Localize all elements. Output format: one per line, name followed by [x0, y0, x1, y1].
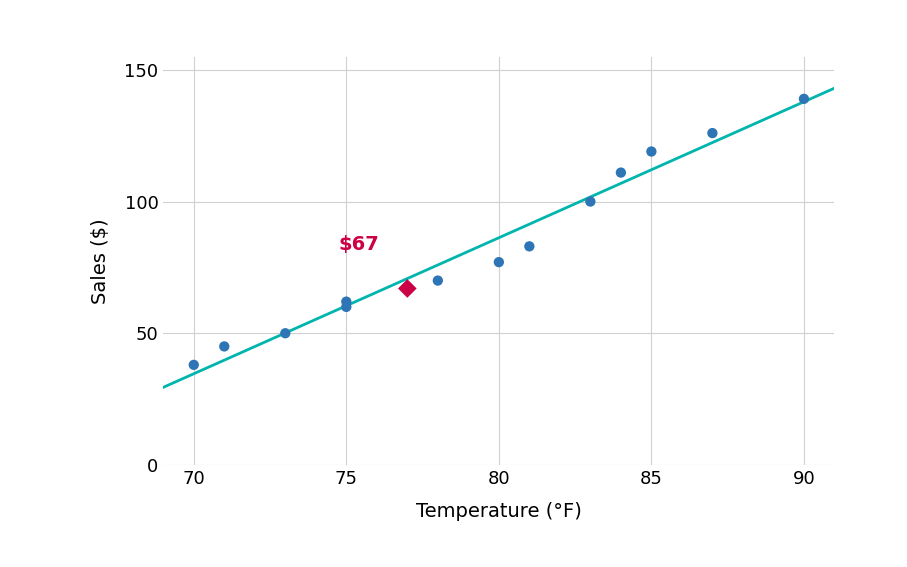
Point — [400, 284, 414, 293]
Y-axis label: Sales ($): Sales ($) — [92, 218, 111, 304]
Point — [644, 147, 658, 156]
Point — [339, 302, 354, 311]
Point — [705, 129, 719, 138]
Point — [583, 197, 598, 206]
Point — [278, 329, 293, 338]
Point — [431, 276, 445, 285]
X-axis label: Temperature (°F): Temperature (°F) — [416, 502, 581, 521]
Point — [339, 297, 354, 306]
Point — [614, 168, 629, 177]
Point — [217, 342, 231, 351]
Point — [522, 242, 537, 251]
Point — [796, 94, 811, 103]
Point — [492, 257, 506, 266]
Text: $67: $67 — [338, 235, 379, 254]
Point — [187, 360, 201, 369]
